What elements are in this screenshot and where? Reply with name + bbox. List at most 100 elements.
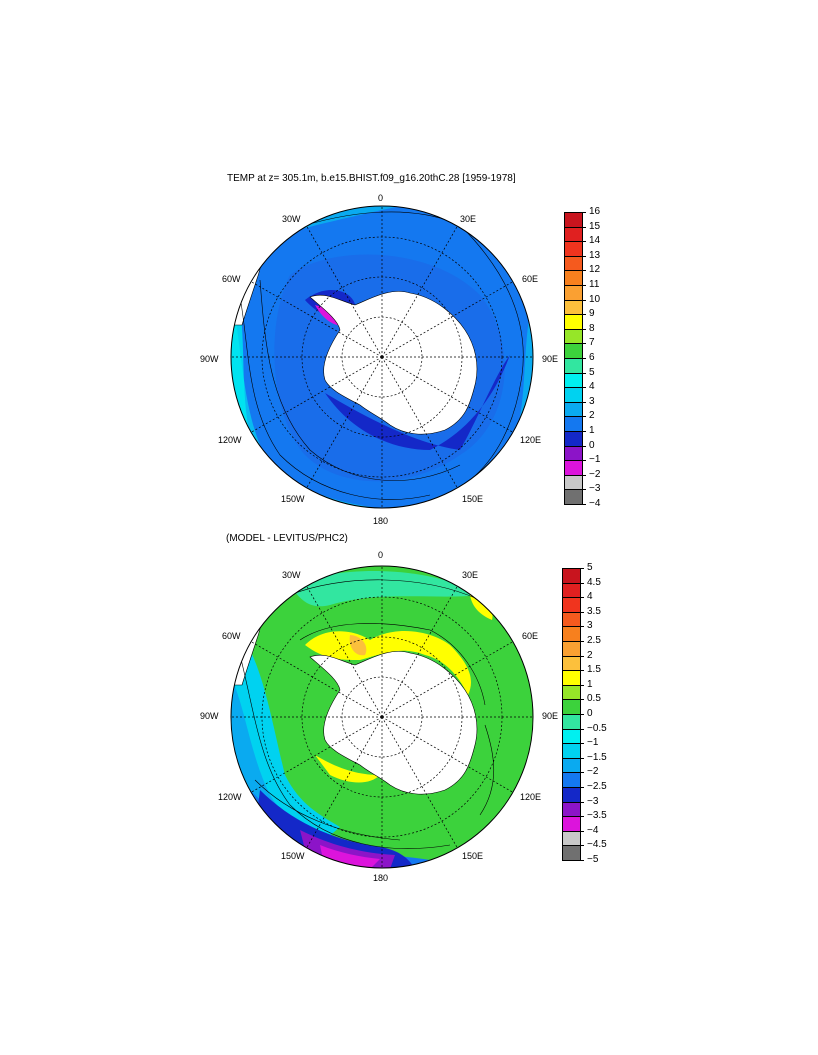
panel1-lon-label-150w: 150W: [281, 494, 305, 504]
panel2-colorbar-label: 1: [587, 678, 593, 690]
panel1-colorbar-swatch: [564, 255, 583, 271]
panel1-east-cold-band: [325, 355, 510, 450]
panel2-colorbar-swatch: [562, 568, 581, 583]
panel2-colorbar-tick: [581, 670, 584, 672]
panel1-colorbar-label: −4: [589, 498, 601, 509]
panel1-colorbar-label: −1: [589, 454, 601, 466]
panel2-colorbar-label: 1.5: [587, 664, 601, 676]
panel2-colorbar-swatch: [562, 772, 581, 787]
panel1-colorbar-swatch: [564, 358, 583, 373]
panel2-warm-ring-south: [315, 755, 380, 783]
panel1-colorbar-swatch: [564, 212, 583, 227]
panel1-colorbar-label: 16: [589, 206, 601, 217]
panel2-contour-3: [289, 579, 481, 601]
panel1-colorbar-swatch: [564, 372, 583, 388]
panel1-polar-map: [230, 205, 534, 509]
panel2-colorbar-edge: [562, 728, 581, 730]
panel2-colorbar-label: −2.5: [587, 781, 607, 792]
panel2-colorbar-edge: [562, 801, 581, 803]
panel1-lon-label-180: 180: [373, 516, 389, 526]
panel2-colorbar-edge: [562, 611, 581, 613]
panel2-colorbar-swatch: [562, 699, 581, 714]
panel1-colorbar-tick: [583, 474, 586, 476]
panel1-colorbar-swatch: [564, 328, 583, 344]
panel1-colorbar-tick: [583, 401, 586, 403]
panel2-colorbar-swatch: [562, 728, 581, 744]
panel2-colorbar-edge: [562, 860, 581, 861]
panel1-colorbar-label: 13: [589, 249, 601, 261]
panel1-colorbar-edge: [564, 241, 583, 243]
panel2-colorbar-edge: [562, 845, 581, 847]
panel2-colorbar-edge: [562, 772, 581, 774]
panel2-colorbar-tick: [581, 801, 584, 803]
panel2-colorbar-tick: [581, 568, 584, 569]
panel2-contour-2: [254, 779, 401, 841]
panel2-colorbar-label: −1.5: [587, 751, 607, 763]
panel1-lon-label-0: 0: [378, 193, 384, 203]
panel1-lon-label-120w: 120W: [218, 435, 242, 445]
panel1-colorbar-tick: [583, 226, 586, 228]
panel2-warm-ring-north: [305, 630, 471, 695]
panel1-colorbar-label: 7: [589, 337, 595, 349]
panel2-colorbar-label: −3: [587, 795, 599, 807]
panel1-colorbar-tick: [583, 489, 586, 491]
panel2-colorbar-swatch: [562, 582, 581, 598]
panel2-colorbar-label: 3.5: [587, 605, 601, 617]
panel2-colorbar-edge: [562, 582, 581, 584]
panel2-colorbar-edge: [562, 699, 581, 701]
panel1-colorbar-swatch: [564, 489, 583, 504]
panel2-colorbar-tick: [581, 611, 584, 613]
panel2-colorbar-edge: [562, 626, 581, 628]
panel2-colorbar-swatch: [562, 684, 581, 700]
panel1-colorbar-label: 14: [589, 235, 601, 247]
panel1-colorbar-swatch: [564, 431, 583, 446]
panel1-colorbar-tick: [583, 445, 586, 447]
panel1-contour-2: [259, 279, 461, 481]
panel2-colorbar-swatch: [562, 757, 581, 773]
panel2-colorbar-edge: [562, 568, 581, 569]
panel2-colorbar-tick: [581, 597, 584, 599]
panel1-colorbar-swatch: [564, 387, 583, 402]
panel2-colorbar-label: 4.5: [587, 576, 601, 588]
panel2-colorbar-label: 2: [587, 649, 593, 661]
panel2-colorbar-edge: [562, 684, 581, 686]
panel1-colorbar-tick: [583, 241, 586, 243]
panel1-colorbar-swatch: [564, 299, 583, 315]
panel2-lon-label-150w: 150W: [281, 851, 305, 861]
panel1-lon-label-60w: 60W: [222, 274, 241, 284]
panel2-colorbar-swatch: [562, 641, 581, 656]
panel1-colorbar-tick: [583, 358, 586, 359]
panel2-colorbar-tick: [581, 641, 584, 642]
panel2-colorbar-tick: [581, 684, 584, 686]
panel2-lon-label-0: 0: [378, 550, 384, 560]
panel1-colorbar-swatch: [564, 474, 583, 490]
panel2-colorbar-label: 4: [587, 591, 593, 603]
panel1-colorbar-swatch: [564, 416, 583, 431]
panel1-colorbar-tick: [583, 343, 586, 345]
panel2-colorbar-edge: [562, 641, 581, 642]
panel1-colorbar-swatch: [564, 241, 583, 256]
panel1-colorbar-tick: [583, 328, 586, 330]
panel1-meridians: [231, 206, 533, 508]
panel1-lon-label-120e: 120E: [520, 435, 542, 445]
panel2-colorbar-tick: [581, 655, 584, 657]
panel2-colorbar-tick: [581, 845, 584, 847]
panel2-colorbar-label: −2: [587, 766, 599, 778]
panel1-lon-label-90e: 90E: [542, 354, 559, 364]
panel2-colorbar-edge: [562, 787, 581, 788]
panel1-lon-label-60e: 60E: [522, 274, 539, 284]
panel2-colorbar-swatch: [562, 743, 581, 758]
panel2-colorbar-label: 0.5: [587, 693, 601, 705]
panel1-colorbar-label: 10: [589, 293, 601, 305]
panel1-lon-label-30w: 30W: [282, 214, 301, 224]
panel2-polar-map: [230, 565, 534, 869]
panel2-north-ring: [290, 571, 480, 607]
panel2-colorbar-swatch: [562, 787, 581, 802]
panel2-colorbar-label: −5: [587, 854, 599, 865]
panel1-colorbar-tick: [583, 314, 586, 316]
panel2-colorbar-label: 2.5: [587, 635, 601, 646]
panel1-colorbar-tick: [583, 255, 586, 257]
panel2-colorbar-tick: [581, 728, 584, 730]
panel1-colorbar-swatch: [564, 314, 583, 329]
panel2-lon-label-60e: 60E: [522, 631, 539, 641]
